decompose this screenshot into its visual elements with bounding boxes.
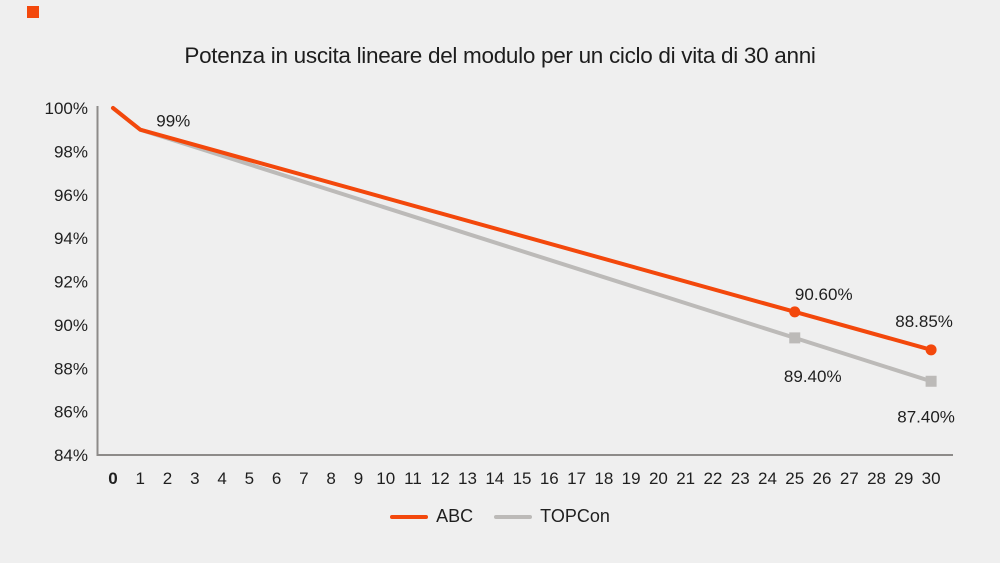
y-tick-label: 100% — [45, 99, 88, 118]
data-label-abc-year-30: 88.85% — [895, 312, 953, 331]
x-tick-label: 18 — [594, 469, 613, 488]
x-tick-label: 5 — [245, 469, 254, 488]
x-tick-label: 11 — [404, 469, 422, 488]
data-label-topcon-year-25: 89.40% — [784, 367, 842, 386]
topcon-legend-label: TOPCon — [540, 506, 610, 526]
x-tick-label: 13 — [458, 469, 477, 488]
data-label-topcon-year-30: 87.40% — [897, 407, 955, 426]
y-tick-label: 94% — [54, 229, 88, 248]
x-tick-label: 22 — [703, 469, 722, 488]
legend-item-abc[interactable]: ABC — [390, 506, 473, 527]
series-line-abc — [111, 106, 934, 352]
x-tick-label: 17 — [567, 469, 586, 488]
x-tick-label: 24 — [758, 469, 777, 488]
x-tick-label: 16 — [540, 469, 559, 488]
x-tick-label: 1 — [136, 469, 145, 488]
abc-legend-label: ABC — [436, 506, 474, 526]
x-tick-label: 23 — [731, 469, 750, 488]
legend: ABC TOPCon — [0, 506, 1000, 527]
abc-line-swatch — [390, 514, 429, 519]
data-point-abc-year-25 — [789, 306, 801, 318]
x-tick-label: 0 — [108, 469, 117, 488]
x-tick-label: 14 — [485, 469, 504, 488]
y-tick-label: 98% — [54, 142, 88, 161]
y-tick-label: 84% — [54, 446, 88, 465]
series-line-topcon — [111, 106, 934, 384]
x-tick-label: 6 — [272, 469, 281, 488]
data-point-topcon-year-25 — [789, 332, 801, 344]
topcon-line-swatch — [494, 514, 533, 519]
chart-title: Potenza in uscita lineare del modulo per… — [184, 43, 816, 68]
x-tick-label: 20 — [649, 469, 668, 488]
x-tick-label: 10 — [376, 469, 395, 488]
data-point-topcon-year-30 — [925, 375, 937, 387]
x-tick-label: 4 — [217, 469, 226, 488]
x-tick-label: 7 — [299, 469, 308, 488]
y-tick-label: 90% — [54, 316, 88, 335]
legend-item-topcon[interactable]: TOPCon — [494, 506, 610, 527]
x-tick-label: 12 — [431, 469, 450, 488]
y-tick-label: 88% — [54, 359, 88, 378]
data-label-abc-year-25: 90.60% — [795, 285, 853, 304]
x-tick-label: 21 — [676, 469, 695, 488]
x-tick-label: 29 — [894, 469, 913, 488]
y-tick-label: 86% — [54, 403, 88, 422]
x-tick-label: 28 — [867, 469, 886, 488]
x-tick-label: 25 — [785, 469, 804, 488]
data-label-abc-year-1: 99% — [156, 112, 190, 131]
x-tick-label: 27 — [840, 469, 859, 488]
x-tick-label: 26 — [813, 469, 832, 488]
brand-square — [27, 6, 39, 18]
x-tick-label: 15 — [513, 469, 532, 488]
y-tick-label: 96% — [54, 186, 88, 205]
x-tick-label: 2 — [163, 469, 172, 488]
x-tick-label: 19 — [622, 469, 641, 488]
x-tick-label: 9 — [354, 469, 363, 488]
data-point-abc-year-30 — [925, 344, 937, 356]
x-tick-label: 3 — [190, 469, 199, 488]
x-tick-label: 8 — [326, 469, 335, 488]
y-tick-label: 92% — [54, 273, 88, 292]
x-tick-label: 30 — [922, 469, 941, 488]
